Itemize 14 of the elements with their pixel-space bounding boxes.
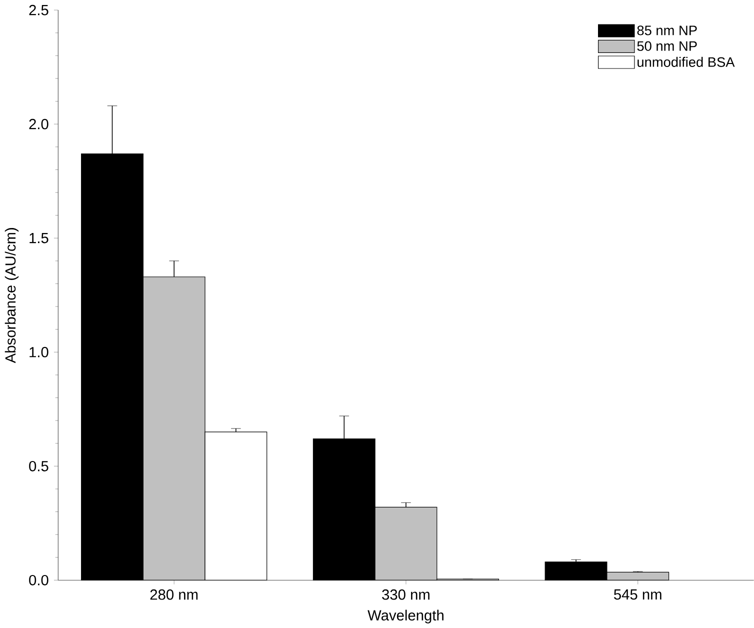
x-axis-title: Wavelength bbox=[368, 610, 444, 624]
y-tick-label: 1.0 bbox=[30, 346, 48, 358]
y-tick-label: 0.5 bbox=[29, 460, 48, 472]
y-tick-label: 2.5 bbox=[29, 4, 48, 16]
legend-label: 50 nm NP bbox=[637, 41, 697, 51]
legend-label: 85 nm NP bbox=[637, 25, 697, 36]
y-tick-label: 2.0 bbox=[29, 118, 48, 130]
legend-label: unmodified BSA bbox=[638, 56, 735, 67]
x-tick-label: 545 nm bbox=[614, 589, 662, 600]
y-tick-label: 1.5 bbox=[30, 232, 48, 244]
y-tick-label: 0.0 bbox=[29, 574, 48, 586]
x-tick-label: 330 nm bbox=[382, 589, 430, 600]
y-axis-title: Absorbance (AU/cm) bbox=[4, 228, 19, 363]
x-tick-label: 280 nm bbox=[150, 589, 198, 600]
